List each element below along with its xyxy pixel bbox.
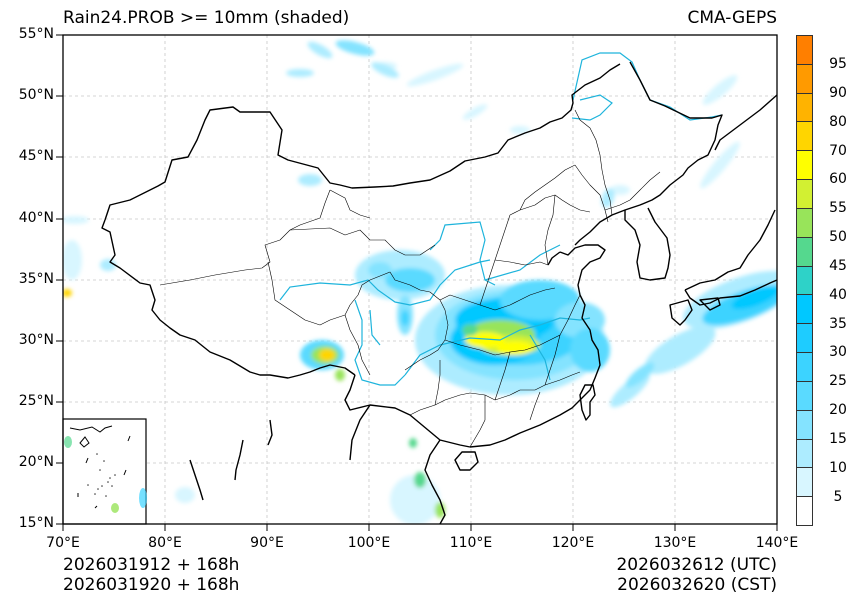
precip-shading [63,40,777,524]
colorbar-bin [796,121,813,152]
lon-label: 140°E [755,535,799,551]
colorbar-label: 30 [829,344,847,360]
valid-time-block: 2026032612 (UTC) 2026032620 (CST) [616,555,777,595]
province-borders [159,109,661,448]
south-china-sea-inset [62,418,147,525]
init-time-cst: 2026031920 + 168h [63,575,240,595]
colorbar-label: 5 [833,489,843,505]
colorbar-bin [796,496,813,526]
colorbar-label: 55 [829,200,847,216]
init-time-block: 2026031912 + 168h 2026031920 + 168h [63,555,239,595]
lon-label: 110°E [449,535,493,551]
colorbar-bin [796,380,813,411]
lat-label: 40°N [18,210,54,226]
lat-label: 35°N [18,271,54,287]
init-time-utc: 2026031912 + 168h [63,555,240,575]
colorbar-label: 40 [829,287,847,303]
lat-label: 20°N [18,454,54,470]
colorbar-label: 60 [829,171,847,187]
colorbar-bin [796,179,813,209]
lon-label: 100°E [347,535,391,551]
lon-label: 120°E [551,535,595,551]
colorbar-label: 35 [829,316,847,332]
colorbar-bin [796,150,813,181]
colorbar-bin [796,323,813,354]
lon-label: 90°E [250,535,284,551]
lat-label: 25°N [18,393,54,409]
colorbar-label: 45 [829,258,847,274]
colorbar-bin [796,63,813,94]
axis-ticks [56,34,778,531]
lon-label: 80°E [148,535,182,551]
colorbar-bin [796,236,813,267]
colorbar-label: 95 [829,56,847,72]
colorbar-bin [796,265,813,296]
colorbar-label: 25 [829,373,847,389]
colorbar-bin [796,294,813,325]
colorbar-bin [796,35,813,65]
lon-label: 70°E [46,535,80,551]
lat-label: 30°N [18,332,54,348]
model-name: CMA-GEPS [687,8,777,28]
lat-label: 55°N [18,26,54,42]
colorbar-label: 90 [829,85,847,101]
lat-label: 50°N [18,87,54,103]
colorbar-bin [796,438,813,469]
colorbar-label: 10 [829,460,847,476]
lon-label: 130°E [653,535,697,551]
chart-title: Rain24.PROB >= 10mm (shaded) [63,8,350,28]
colorbar-label: 50 [829,229,847,245]
colorbar-label: 20 [829,402,847,418]
colorbar-label: 80 [829,114,847,130]
lat-label: 45°N [18,148,54,164]
colorbar-bin [796,92,813,123]
rivers [279,52,723,386]
valid-time-cst: 2026032620 (CST) [617,575,777,595]
colorbar-label: 70 [829,143,847,159]
valid-time-utc: 2026032612 (UTC) [616,555,777,575]
colorbar-bin [796,467,813,498]
colorbar-label: 15 [829,431,847,447]
lat-label: 15°N [18,515,54,531]
country-borders [101,61,777,524]
colorbar-bin [796,352,813,382]
colorbar-bin [796,207,813,238]
colorbar-bin [796,409,813,440]
